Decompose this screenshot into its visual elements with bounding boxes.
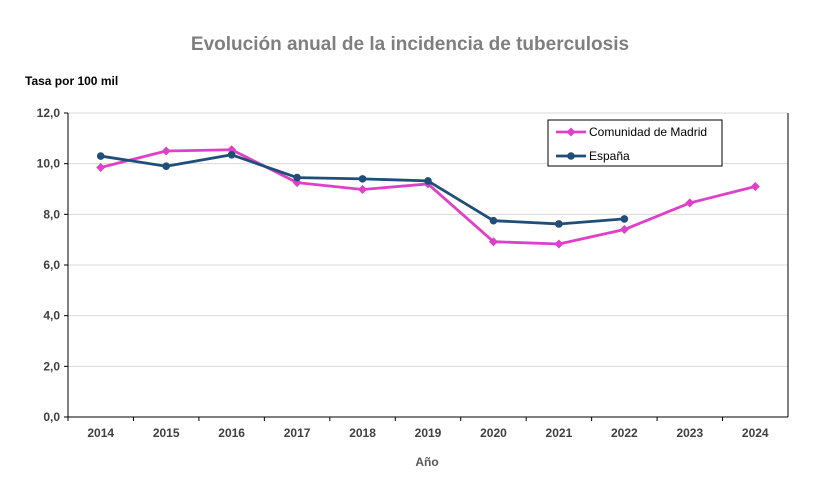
data-point (358, 185, 368, 195)
data-point (358, 175, 367, 183)
x-tick-label: 2021 (546, 426, 573, 440)
legend: Comunidad de Madrid España (547, 119, 723, 167)
x-axis-label: Año (415, 455, 438, 469)
data-point (162, 162, 170, 170)
data-point (750, 181, 760, 191)
data-point (488, 237, 498, 247)
legend-box (547, 119, 723, 167)
y-tick-label: 0,0 (43, 410, 60, 424)
x-tick-label: 2014 (87, 426, 114, 440)
x-tick-label: 2017 (284, 426, 311, 440)
y-tick-label: 6,0 (43, 258, 60, 272)
chart-title: Evolución anual de la incidencia de tube… (191, 34, 629, 55)
legend-marker (566, 127, 576, 137)
y-tick-label: 8,0 (43, 207, 60, 221)
data-point (685, 198, 695, 208)
x-tick-label: 2024 (742, 426, 769, 440)
y-tick-label: 12,0 (37, 106, 61, 120)
series-espana (96, 151, 629, 228)
data-point (555, 220, 563, 228)
y-tick-label: 10,0 (37, 157, 61, 171)
grid-lines (68, 112, 788, 367)
data-point (619, 225, 629, 235)
data-point (554, 239, 564, 249)
x-tick-label: 2023 (676, 426, 703, 440)
data-point (620, 215, 629, 223)
data-point (293, 173, 301, 182)
legend-label: Comunidad de Madrid (589, 125, 707, 139)
x-tick-label: 2016 (218, 426, 245, 440)
y-tick-label: 4,0 (43, 309, 60, 323)
x-tick-label: 2019 (415, 426, 442, 440)
x-tick-label: 2020 (480, 426, 507, 440)
y-axis-label: Tasa por 100 mil (25, 74, 118, 88)
x-tick-label: 2015 (153, 426, 180, 440)
data-point (161, 146, 171, 156)
data-point (227, 151, 236, 159)
x-ticks: 2014 2015 2016 2017 2018 2019 2020 2021 2022 2023… (67, 417, 769, 440)
y-tick-label: 2,0 (43, 359, 60, 373)
series (96, 145, 760, 249)
data-point (489, 216, 498, 225)
legend-marker (567, 152, 575, 160)
data-point (96, 152, 105, 160)
data-point (96, 162, 106, 172)
legend-label: España (589, 149, 630, 163)
y-ticks: 0,0 2,0 4,0 6,0 8,0 10,0 12,0 (37, 106, 68, 424)
data-point (424, 177, 432, 185)
x-tick-label: 2022 (611, 426, 638, 440)
x-tick-label: 2018 (349, 426, 376, 440)
